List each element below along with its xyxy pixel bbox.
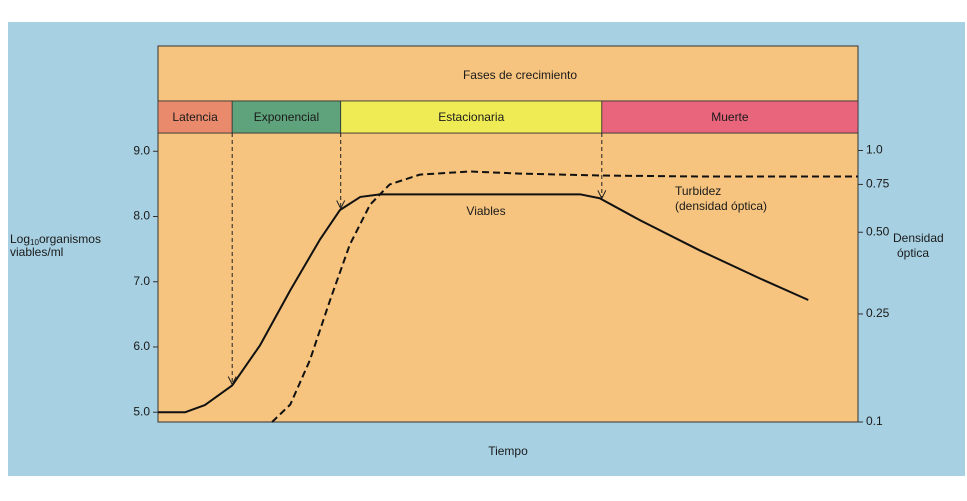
phase-band xyxy=(340,100,603,134)
y-tick-label: 7.0 xyxy=(133,274,150,288)
phase-label: Exponencial xyxy=(254,110,319,124)
series-label: Turbidez xyxy=(675,184,721,198)
y-label-rest: organismos xyxy=(39,232,101,246)
phase-label: Estacionaria xyxy=(438,110,504,124)
y-tick-label: 9.0 xyxy=(133,143,150,157)
series-line xyxy=(158,193,809,414)
y-tick-label: 6.0 xyxy=(133,339,150,353)
phase-label: Latencia xyxy=(172,110,218,124)
series-line xyxy=(271,170,858,423)
series-label: Viables xyxy=(466,204,505,218)
phase-band xyxy=(601,100,859,134)
y-label-base: Log xyxy=(10,232,30,246)
y-tick-label: 5.0 xyxy=(133,404,150,418)
y2-tick-label: 0.1 xyxy=(866,414,883,428)
y-tick-label: 8.0 xyxy=(133,209,150,223)
y2-tick-label: 0.25 xyxy=(866,306,890,320)
y2-axis-label: óptica xyxy=(897,246,929,260)
phase-label: Muerte xyxy=(711,110,749,124)
y2-tick-label: 1.0 xyxy=(866,143,883,157)
y-label-sub: 10 xyxy=(30,238,39,247)
phase-band xyxy=(231,100,342,134)
y-axis-label-2: viables/ml xyxy=(10,245,63,259)
y-axis-label: Log10organismos xyxy=(10,232,101,247)
y2-axis-label: Densidad xyxy=(893,231,944,245)
y2-tick-label: 0.75 xyxy=(866,177,890,191)
phases-title: Fases de crecimiento xyxy=(463,68,577,82)
series-label: (densidad óptica) xyxy=(675,199,767,213)
x-axis-label: Tiempo xyxy=(488,444,528,458)
y2-tick-label: 0.50 xyxy=(866,224,890,238)
